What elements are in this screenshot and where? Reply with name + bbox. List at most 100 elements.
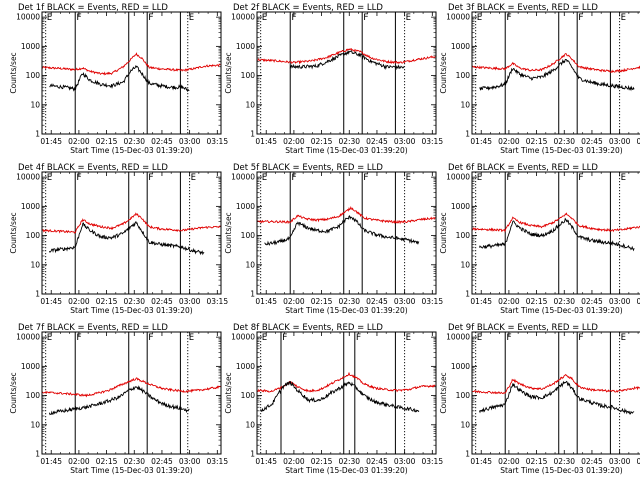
marker-label: E [406,333,411,343]
x-tick-label: 03:00 [179,137,201,146]
x-tick-label: 02:30 [553,137,575,146]
y-tick-label: 100 [456,391,471,400]
marker-label: E [477,13,482,23]
marker-label: E [621,173,626,183]
events-series-line [264,215,420,246]
y-tick-label: 1000 [21,202,40,211]
y-tick-label: 100 [26,391,41,400]
x-tick-label: 02:30 [123,137,145,146]
y-tick-label: 1000 [451,362,470,371]
x-tick-label: 03:15 [636,137,640,146]
x-tick-label: 03:15 [206,457,228,466]
lld-series-line [257,47,436,65]
marker-label: F [291,13,296,23]
y-tick-label: 10 [30,260,40,269]
y-tick-label: 1000 [21,42,40,51]
x-tick-label: 03:00 [179,297,201,306]
plot-frame [471,11,640,135]
y-tick-label: 10000 [446,333,470,342]
events-series-line [48,385,190,416]
marker-label: F [578,13,583,23]
x-tick-label: 02:00 [498,297,520,306]
y-tick-label: 1 [465,130,470,139]
x-tick-label: 02:15 [526,297,548,306]
events-series-line [478,217,635,252]
panel-title: Det 7f BLACK = Events, RED = LLD [18,323,168,333]
events-series-line [478,380,635,415]
x-tick-label: 01:45 [470,137,492,146]
plot-frame [471,171,640,295]
x-tick-label: 02:45 [366,457,388,466]
y-tick-label: 100 [26,71,41,80]
x-tick-label: 03:00 [179,457,201,466]
y-tick-label: 1 [35,290,40,299]
y-tick-label: 1000 [451,42,470,51]
marker-label: E [47,333,52,343]
x-tick-label: 01:45 [470,457,492,466]
x-tick-label: 03:15 [206,297,228,306]
x-tick-label: 02:15 [311,297,333,306]
y-tick-label: 10 [460,100,470,109]
x-tick-label: 03:00 [609,137,631,146]
series-group [42,52,221,93]
marker-label: E [621,13,626,23]
detector-panel-2: Det 2f BLACK = Events, RED = LLD 1 10 100 10… [224,3,443,155]
x-axis-label: Start Time (15-Dec-03 01:39:20) [500,466,622,475]
x-tick-label: 02:00 [498,457,520,466]
x-tick-label: 02:15 [96,297,118,306]
marker-label: F [363,13,368,23]
x-tick-label: 02:00 [283,137,305,146]
plot-frame [256,331,437,455]
x-tick-label: 02:45 [151,137,173,146]
y-tick-label: 1 [465,450,470,459]
x-tick-label: 02:45 [581,137,603,146]
events-series-line [49,220,205,256]
x-tick-label: 02:45 [151,297,173,306]
y-tick-label: 1 [35,130,40,139]
marker-label: F [506,13,511,23]
marker-label: E [191,173,196,183]
marker-label: E [262,333,267,343]
detector-panel-7: Det 7f BLACK = Events, RED = LLD 1 10 100 10… [9,323,228,475]
y-tick-label: 1000 [451,202,470,211]
lld-series-line [472,53,640,73]
panel-title: Det 4f BLACK = Events, RED = LLD [18,163,168,173]
panel-title: Det 9f BLACK = Events, RED = LLD [448,323,598,333]
marker-label: F [363,173,368,183]
y-tick-label: 10000 [231,333,255,342]
plot-frame [41,11,222,135]
x-tick-label: 03:15 [421,297,443,306]
x-tick-label: 02:30 [123,297,145,306]
x-tick-label: 02:30 [123,457,145,466]
x-tick-label: 02:45 [366,137,388,146]
x-axis-label: Start Time (15-Dec-03 01:39:20) [285,306,407,315]
lld-series-line [42,377,221,398]
lld-series-line [42,52,221,76]
y-tick-label: 10000 [16,173,40,182]
x-tick-label: 01:45 [470,297,492,306]
x-tick-label: 02:30 [338,297,360,306]
series-group [257,47,436,71]
x-tick-label: 02:15 [311,457,333,466]
marker-label: E [47,173,52,183]
plot-frame [41,171,222,295]
panel-title: Det 2f BLACK = Events, RED = LLD [233,3,383,13]
x-tick-label: 03:00 [394,457,416,466]
lld-series-line [472,373,640,395]
x-tick-label: 01:45 [40,457,62,466]
x-tick-label: 02:00 [68,457,90,466]
y-tick-label: 1 [35,450,40,459]
y-tick-label: 1000 [236,202,255,211]
y-tick-label: 10000 [446,173,470,182]
y-tick-label: 10 [460,260,470,269]
x-tick-label: 03:15 [636,457,640,466]
y-tick-label: 10000 [16,13,40,22]
x-tick-label: 02:15 [96,137,118,146]
y-tick-label: 1 [250,450,255,459]
y-tick-label: 10 [460,420,470,429]
x-tick-label: 02:30 [338,457,360,466]
marker-label: E [477,173,482,183]
y-tick-label: 10000 [231,173,255,182]
plot-frame [41,331,222,455]
marker-label: E [406,13,411,23]
